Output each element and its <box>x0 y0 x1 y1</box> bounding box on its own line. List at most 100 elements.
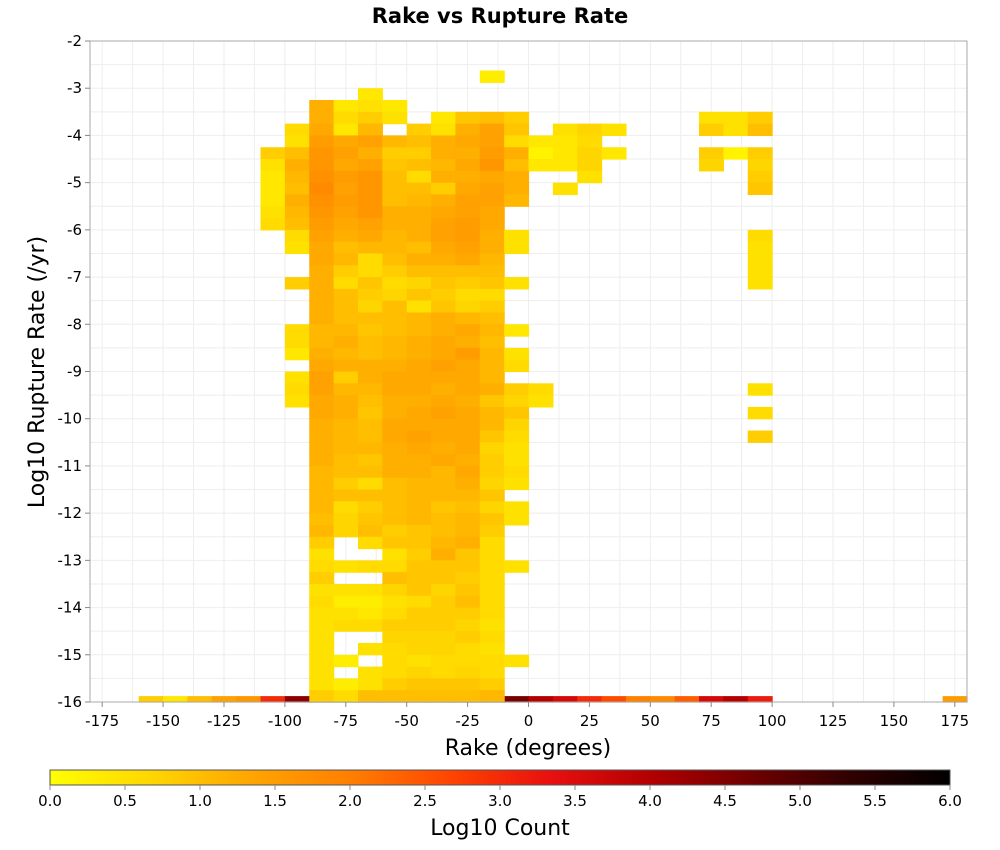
heatmap-cell <box>309 265 335 278</box>
heatmap-cell <box>382 654 408 668</box>
heatmap-cell <box>284 159 310 172</box>
heatmap-cell <box>357 88 383 101</box>
heatmap-cell <box>406 277 432 290</box>
heatmap-cell <box>431 678 457 691</box>
x-tick-label: 25 <box>580 712 599 730</box>
heatmap-cell <box>406 170 432 184</box>
heatmap-cell <box>455 619 481 632</box>
heatmap-cell <box>455 654 481 668</box>
heatmap-cell <box>333 288 359 302</box>
heatmap-cell <box>747 123 773 137</box>
heatmap-cell <box>504 406 530 420</box>
heatmap-cell <box>601 147 627 160</box>
heatmap-cell <box>504 454 530 467</box>
heatmap-cell <box>747 229 773 243</box>
heatmap-cell <box>455 560 481 573</box>
heatmap-cell <box>357 229 383 243</box>
heatmap-cell <box>333 418 359 432</box>
heatmap-cell <box>406 324 432 337</box>
heatmap-cell <box>406 607 432 620</box>
heatmap-cell <box>333 123 359 137</box>
heatmap-cell <box>309 123 335 137</box>
heatmap-cell <box>431 501 457 514</box>
heatmap-cell <box>406 253 432 266</box>
heatmap-cell <box>528 159 554 172</box>
heatmap-cell <box>382 430 408 443</box>
heatmap-cell <box>455 241 481 255</box>
y-tick-label: -15 <box>58 646 83 664</box>
heatmap-cell <box>504 418 530 432</box>
heatmap-cell <box>625 696 651 703</box>
heatmap-cell <box>309 135 335 148</box>
heatmap-cell <box>552 123 578 137</box>
heatmap-cell <box>406 666 432 679</box>
heatmap-cell <box>431 477 457 491</box>
heatmap-cell <box>455 572 481 585</box>
heatmap-cell <box>504 654 530 668</box>
y-tick-label: -5 <box>67 174 82 192</box>
heatmap-cell <box>309 347 335 361</box>
heatmap-cell <box>942 696 968 703</box>
y-tick-label: -8 <box>67 315 82 333</box>
heatmap-cell <box>479 300 505 314</box>
heatmap-cell <box>309 454 335 467</box>
heatmap-cell <box>382 465 408 479</box>
heatmap-cell <box>479 465 505 479</box>
x-tick-label: -175 <box>85 712 119 730</box>
heatmap-cell <box>333 524 359 538</box>
heatmap-cell <box>747 265 773 278</box>
heatmap-cell <box>357 265 383 278</box>
heatmap-cell <box>382 536 408 550</box>
heatmap-cell <box>431 465 457 479</box>
heatmap-cell <box>333 595 359 609</box>
heatmap-cell <box>504 159 530 172</box>
heatmap-cell <box>431 489 457 502</box>
heatmap-cell <box>431 418 457 432</box>
heatmap-cell <box>747 430 773 443</box>
heatmap-cell <box>479 548 505 561</box>
heatmap-cell <box>309 371 335 384</box>
heatmap-cell <box>479 489 505 502</box>
heatmap-cell <box>577 696 603 703</box>
heatmap-cell <box>382 678 408 691</box>
heatmap-cell <box>382 371 408 384</box>
heatmap-cell <box>431 572 457 585</box>
heatmap-cell <box>479 631 505 644</box>
heatmap-cell <box>455 277 481 290</box>
heatmap-cell <box>333 111 359 125</box>
heatmap-cell <box>455 194 481 207</box>
heatmap-cell <box>479 524 505 538</box>
heatmap-cell <box>382 347 408 361</box>
heatmap-cell <box>504 501 530 514</box>
heatmap-cell <box>309 218 335 231</box>
heatmap-cell <box>284 206 310 219</box>
heatmap-cell <box>431 666 457 679</box>
heatmap-cell <box>382 218 408 231</box>
heatmap-cell <box>357 607 383 620</box>
heatmap-cell <box>406 560 432 573</box>
heatmap-cell <box>284 241 310 255</box>
heatmap-cell <box>479 218 505 231</box>
heatmap-cell <box>479 159 505 172</box>
heatmap-cell <box>431 194 457 207</box>
heatmap-cell <box>455 406 481 420</box>
heatmap-cell <box>382 572 408 585</box>
heatmap-cell <box>431 147 457 160</box>
heatmap-cell <box>284 218 310 231</box>
heatmap-cell <box>309 100 335 113</box>
heatmap-cell <box>723 147 749 160</box>
heatmap-cell <box>382 690 408 703</box>
heatmap-cell <box>284 277 310 290</box>
heatmap-cell <box>431 513 457 526</box>
heatmap-cell <box>309 312 335 325</box>
heatmap-cell <box>431 642 457 656</box>
heatmap-cell <box>406 194 432 207</box>
heatmap-cell <box>406 206 432 219</box>
heatmap-cell <box>333 359 359 373</box>
heatmap-cell <box>309 111 335 125</box>
heatmap-cell <box>479 111 505 125</box>
heatmap-cell <box>552 159 578 172</box>
heatmap-cell <box>260 206 286 219</box>
heatmap-cell <box>699 696 724 703</box>
heatmap-cell <box>479 690 505 703</box>
